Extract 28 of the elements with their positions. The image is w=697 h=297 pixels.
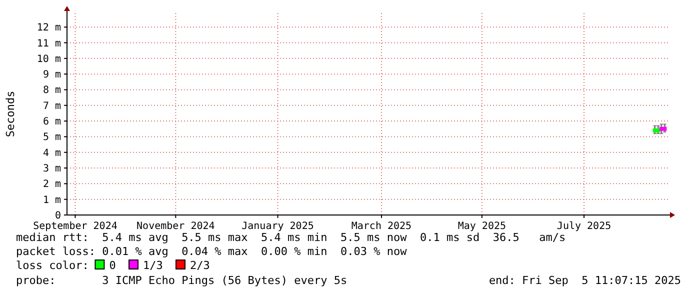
y-tick-label: 4 m (42, 148, 61, 159)
y-tick-label: 1 m (42, 194, 61, 206)
y-tick-label: 2 m (42, 179, 61, 190)
text: end: Fri Sep 5 11:07:15 2025 (488, 274, 681, 287)
text: packet loss: 0.01 % avg 0.04 % max 0.00 % min 0.03 % now (16, 245, 408, 258)
text: median rtt: 5.4 ms avg 5.5 ms max 5.4 ms min 5.5 ms now 0.1 ms sd 36.5 am/s (16, 231, 566, 244)
x-tick-label: November 2024 (136, 221, 215, 232)
legend-label: 2/3 (190, 259, 210, 272)
x-tick-label: September 2024 (33, 221, 118, 232)
y-tick-label: 10 m (36, 54, 61, 65)
y-tick-label: 6 m (42, 116, 61, 128)
y-axis-title: Seconds (4, 90, 17, 138)
y-tick-label: 8 m (42, 85, 61, 96)
y-tick-label: 11 m (36, 38, 61, 50)
legend-label: 0 (109, 259, 116, 272)
legend-label: 1/3 (143, 259, 163, 272)
y-tick-label: 9 m (42, 70, 61, 81)
x-tick-label: July 2025 (556, 221, 612, 232)
y-tick-label: 7 m (42, 100, 61, 112)
y-tick-label: 12 m (36, 22, 61, 34)
legend-title: loss color: (16, 259, 89, 272)
x-tick-label: January 2025 (242, 221, 314, 232)
x-tick-label: March 2025 (351, 221, 412, 232)
y-tick-label: 3 m (42, 164, 61, 175)
text: probe: 3 ICMP Echo Pings (56 Bytes) every 5s (16, 274, 348, 287)
y-tick-label: 5 m (42, 132, 61, 144)
x-tick-label: May 2025 (458, 221, 506, 232)
y-tick-label: 0 (54, 210, 61, 222)
